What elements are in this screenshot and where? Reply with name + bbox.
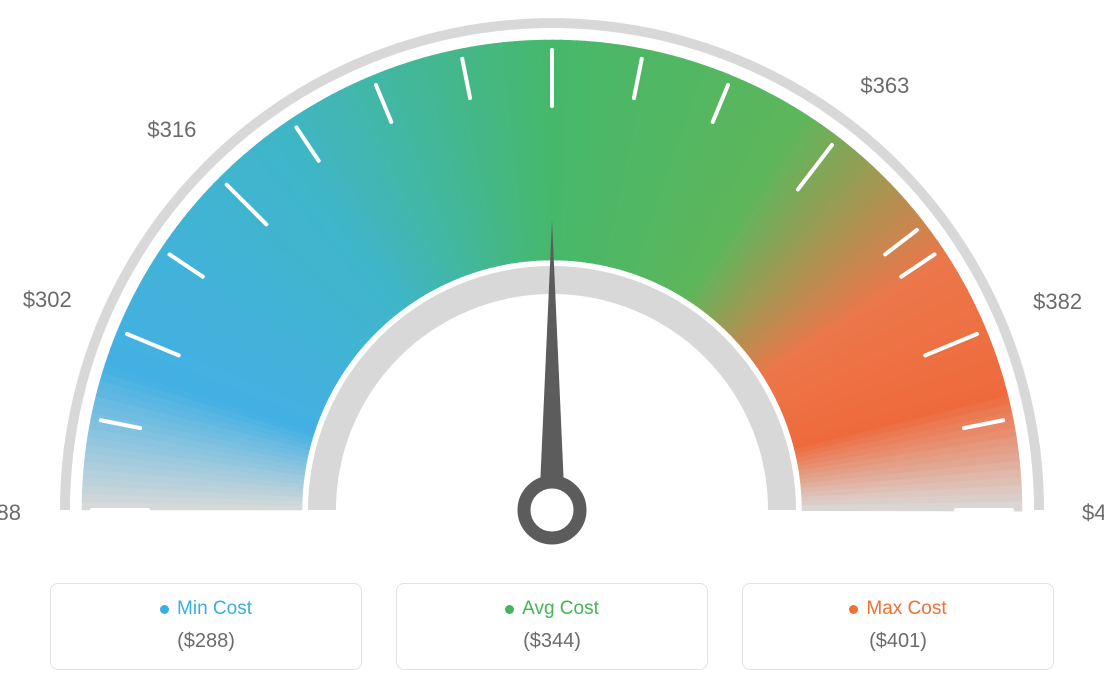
- legend-card-max: Max Cost ($401): [742, 583, 1054, 670]
- cost-gauge-container: $288$302$316$344$363$382$401 Min Cost ($…: [0, 0, 1104, 690]
- legend-title-min: Min Cost: [61, 598, 351, 620]
- legend-dot-avg: [505, 605, 514, 614]
- legend-label-max: Max Cost: [866, 598, 946, 620]
- legend-value-max: ($401): [753, 630, 1043, 653]
- gauge: $288$302$316$344$363$382$401: [0, 0, 1104, 560]
- legend-value-min: ($288): [61, 630, 351, 653]
- legend-title-max: Max Cost: [753, 598, 1043, 620]
- legend-value-avg: ($344): [407, 630, 697, 653]
- legend-label-min: Min Cost: [177, 598, 252, 620]
- gauge-tick-label: $382: [1033, 289, 1082, 315]
- gauge-tick-label: $316: [147, 117, 196, 143]
- legend-row: Min Cost ($288) Avg Cost ($344) Max Cost…: [0, 583, 1104, 670]
- legend-title-avg: Avg Cost: [407, 598, 697, 620]
- legend-dot-max: [849, 605, 858, 614]
- legend-dot-min: [160, 605, 169, 614]
- gauge-tick-label: $363: [860, 73, 909, 99]
- legend-card-avg: Avg Cost ($344): [396, 583, 708, 670]
- gauge-tick-label: $302: [23, 287, 72, 313]
- gauge-tick-label: $401: [1082, 500, 1104, 526]
- legend-card-min: Min Cost ($288): [50, 583, 362, 670]
- gauge-tick-label: $288: [0, 500, 21, 526]
- legend-label-avg: Avg Cost: [522, 598, 599, 620]
- gauge-svg: [0, 0, 1104, 570]
